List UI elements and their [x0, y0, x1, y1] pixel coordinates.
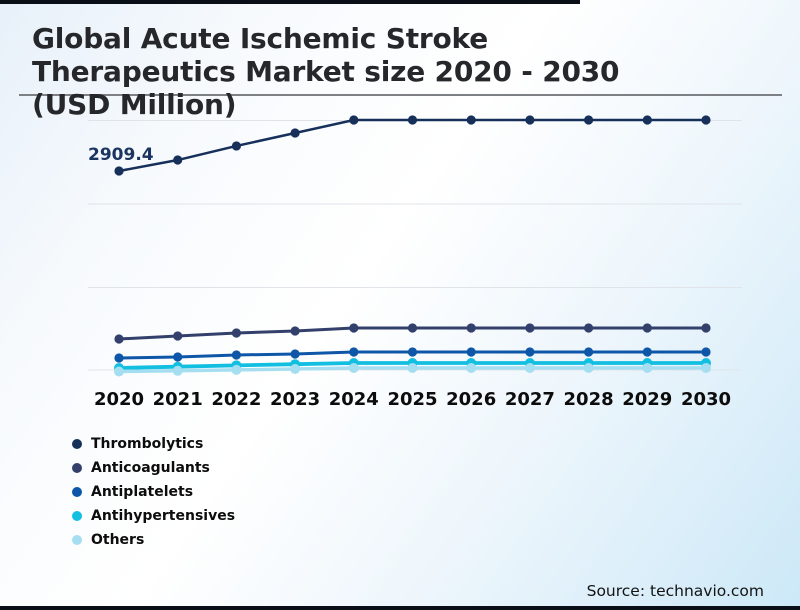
data-point-others-2022 [231, 364, 242, 375]
data-point-anticoagulants-2021 [173, 331, 183, 341]
bottom-border-line [0, 606, 800, 610]
data-point-thrombolytics-2026 [466, 115, 476, 125]
x-axis-label-2027: 2027 [504, 389, 555, 410]
data-point-others-2020 [114, 366, 124, 377]
data-point-antiplatelets-2029 [642, 347, 652, 357]
x-axis-label-2021: 2021 [152, 389, 203, 410]
chart-legend: Thrombolytics Anticoagulants Antiplatelets… [72, 432, 235, 552]
legend-label: Others [91, 532, 145, 548]
chart-title: Global Acute Ischemic Stroke Therapeutic… [32, 22, 620, 121]
chart-title-line2: Therapeutics Market size 2020 - 2030 [32, 55, 620, 88]
data-point-others-2027 [524, 363, 535, 374]
data-point-antiplatelets-2022 [231, 350, 241, 360]
chart-title-line3: (USD Million) [32, 88, 237, 121]
data-point-antiplatelets-2027 [525, 347, 535, 357]
data-point-anticoagulants-2027 [525, 323, 535, 333]
data-point-thrombolytics-2022 [231, 141, 241, 151]
data-point-others-2029 [642, 363, 653, 374]
data-point-antiplatelets-2030 [701, 347, 711, 357]
x-axis-label-2020: 2020 [93, 389, 145, 410]
data-point-thrombolytics-2028 [584, 115, 594, 125]
data-point-antiplatelets-2023 [290, 349, 300, 359]
data-point-thrombolytics-2021 [173, 155, 183, 165]
data-point-thrombolytics-2025 [407, 115, 418, 125]
data-point-anticoagulants-2020 [114, 334, 124, 344]
data-point-anticoagulants-2026 [466, 323, 476, 333]
data-point-others-2026 [466, 363, 477, 374]
data-point-anticoagulants-2024 [349, 323, 359, 333]
data-point-antiplatelets-2026 [466, 347, 476, 357]
data-point-antiplatelets-2028 [584, 347, 594, 357]
data-point-anticoagulants-2028 [584, 323, 594, 333]
top-border-line [0, 0, 580, 4]
data-point-others-2028 [583, 363, 594, 374]
x-axis-label-2025: 2025 [387, 389, 438, 410]
legend-label: Antihypertensives [91, 508, 236, 524]
x-axis-label-2029: 2029 [622, 389, 673, 410]
legend-item-others: Others [72, 528, 235, 552]
data-point-thrombolytics-2027 [525, 115, 535, 125]
data-point-anticoagulants-2022 [231, 328, 241, 338]
legend-swatch-icon [72, 535, 82, 545]
x-axis-label-2022: 2022 [211, 389, 262, 410]
legend-swatch-icon [72, 511, 82, 521]
data-point-others-2030 [701, 363, 711, 374]
x-axis-label-2024: 2024 [328, 389, 379, 410]
data-point-thrombolytics-2030 [701, 115, 711, 125]
legend-swatch-icon [72, 463, 82, 473]
source-attribution: Source: technavio.com [586, 582, 764, 600]
data-point-antiplatelets-2020 [114, 353, 124, 363]
x-axis-label-2026: 2026 [446, 389, 497, 410]
data-point-thrombolytics-2020 [114, 166, 124, 176]
legend-item-anticoagulants: Anticoagulants [72, 456, 235, 480]
x-axis-label-2030: 2030 [680, 389, 732, 410]
data-point-anticoagulants-2025 [407, 323, 418, 333]
series-line-thrombolytics [118, 118, 706, 173]
legend-label: Anticoagulants [91, 460, 210, 476]
data-point-thrombolytics-2029 [642, 115, 652, 125]
legend-item-thrombolytics: Thrombolytics [72, 432, 235, 456]
data-point-anticoagulants-2030 [701, 323, 711, 333]
legend-item-antihypertensives: Antihypertensives [72, 504, 235, 528]
x-axis-label-2028: 2028 [563, 389, 614, 410]
data-label-2020-thrombolytics: 2909.4 [88, 145, 154, 165]
legend-swatch-icon [72, 487, 82, 497]
data-point-anticoagulants-2023 [290, 326, 300, 336]
data-point-antiplatelets-2025 [407, 347, 418, 357]
data-point-others-2023 [290, 364, 301, 375]
data-point-others-2021 [172, 365, 183, 376]
data-point-others-2024 [348, 363, 359, 374]
legend-item-antiplatelets: Antiplatelets [72, 480, 235, 504]
data-point-antiplatelets-2021 [173, 352, 183, 362]
legend-label: Thrombolytics [91, 436, 204, 452]
data-point-thrombolytics-2023 [290, 128, 300, 138]
data-point-thrombolytics-2024 [349, 115, 359, 125]
x-axis-label-2023: 2023 [270, 389, 321, 410]
data-point-anticoagulants-2029 [642, 323, 652, 333]
data-point-antiplatelets-2024 [349, 347, 359, 357]
legend-label: Antiplatelets [91, 484, 194, 500]
data-point-others-2025 [407, 363, 418, 374]
chart-title-line1: Global Acute Ischemic Stroke [32, 22, 489, 55]
legend-swatch-icon [72, 439, 82, 449]
